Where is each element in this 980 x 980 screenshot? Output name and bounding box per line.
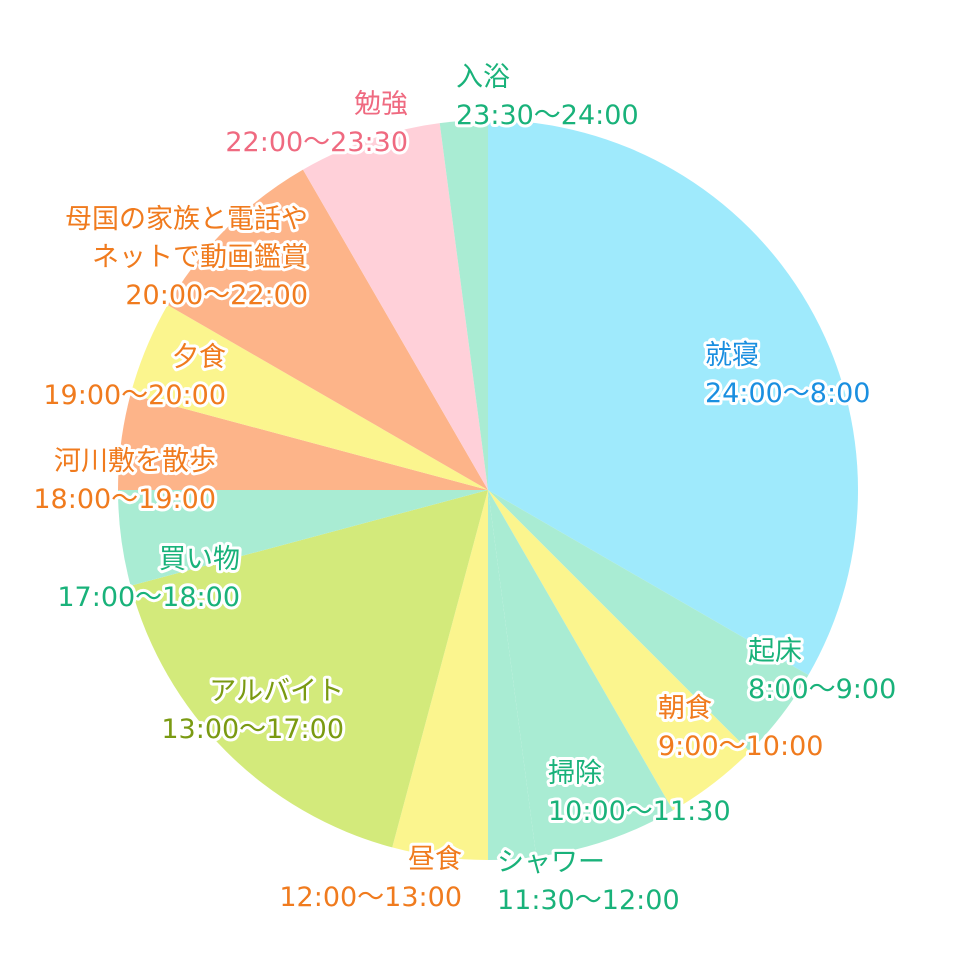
slice-name-label: 昼食 bbox=[408, 844, 462, 875]
pie-slice-12 bbox=[439, 120, 488, 490]
slice-name-label: 就寝 bbox=[705, 340, 759, 371]
slice-name-label: 起床 bbox=[748, 636, 802, 667]
slice-time-label: 9:00〜10:00 bbox=[658, 731, 823, 762]
pie-slice-7 bbox=[118, 490, 488, 586]
pie-slice-10 bbox=[167, 169, 488, 490]
slice-time-label: 24:00〜8:00 bbox=[705, 378, 870, 409]
slice-name-label: ネットで動画鑑賞 bbox=[92, 242, 308, 273]
slice-name-label: 掃除 bbox=[548, 758, 602, 789]
slice-name-label: 河川敷を散歩 bbox=[54, 446, 216, 477]
slice-name-label: 夕食 bbox=[172, 342, 226, 373]
pie-slices bbox=[118, 120, 859, 860]
slice-name-label: 母国の家族と電話や bbox=[65, 204, 308, 235]
pie-slice-3 bbox=[488, 490, 673, 857]
slice-time-label: 13:00〜17:00 bbox=[161, 714, 344, 745]
slice-label-4: シャワー 11:30〜12:00 bbox=[497, 847, 680, 916]
pie-slice-5 bbox=[392, 490, 488, 860]
slice-time-label: 18:00〜19:00 bbox=[33, 484, 216, 515]
slice-label-3: 掃除 10:00〜11:30 bbox=[548, 758, 731, 827]
slice-label-1: 起床 8:00〜9:00 bbox=[748, 636, 896, 705]
slice-label-6: アルバイト 13:00〜17:00 bbox=[161, 676, 344, 745]
slice-name-label: 買い物 bbox=[159, 544, 240, 575]
slice-name-label: 朝食 bbox=[658, 693, 712, 724]
slice-label-9: 夕食 19:00〜20:00 bbox=[43, 342, 226, 411]
slice-time-label: 11:30〜12:00 bbox=[497, 885, 680, 916]
pie-slice-11 bbox=[303, 123, 488, 491]
slice-time-label: 20:00〜22:00 bbox=[125, 280, 308, 311]
slice-label-5: 昼食 12:00〜13:00 bbox=[279, 844, 462, 913]
pie-slice-8 bbox=[118, 394, 488, 490]
slice-label-7: 買い物 17:00〜18:00 bbox=[57, 544, 240, 613]
pie-slice-0 bbox=[488, 120, 859, 675]
pie-slice-1 bbox=[488, 490, 809, 752]
pie-slice-2 bbox=[488, 490, 750, 811]
slice-time-label: 8:00〜9:00 bbox=[748, 674, 896, 705]
pie-slice-6 bbox=[130, 490, 489, 848]
slice-label-10: 母国の家族と電話やネットで動画鑑賞 20:00〜22:00 bbox=[65, 204, 308, 311]
slice-time-label: 17:00〜18:00 bbox=[57, 582, 240, 613]
slice-label-11: 勉強 22:00〜23:30 bbox=[225, 89, 408, 158]
slice-time-label: 22:00〜23:30 bbox=[225, 127, 408, 158]
slice-time-label: 19:00〜20:00 bbox=[43, 380, 226, 411]
slice-time-label: 23:30〜24:00 bbox=[456, 100, 639, 131]
pie-slice-4 bbox=[488, 490, 537, 860]
slice-name-label: アルバイト bbox=[209, 676, 344, 707]
slice-name-label: 入浴 bbox=[456, 62, 510, 93]
slice-name-label: 勉強 bbox=[354, 89, 408, 120]
slice-label-0: 就寝 24:00〜8:00 bbox=[705, 340, 870, 409]
slice-time-label: 12:00〜13:00 bbox=[279, 882, 462, 913]
slice-label-8: 河川敷を散歩 18:00〜19:00 bbox=[33, 446, 216, 515]
slice-time-label: 10:00〜11:30 bbox=[548, 796, 731, 827]
pie-slice-9 bbox=[130, 305, 489, 490]
slice-label-2: 朝食 9:00〜10:00 bbox=[658, 693, 823, 762]
slice-name-label: シャワー bbox=[497, 847, 605, 878]
slice-label-12: 入浴 23:30〜24:00 bbox=[456, 62, 639, 131]
pie-labels: 就寝 24:00〜8:00 起床 8:00〜9:00 朝食 9:00〜10:00 掃除 10:… bbox=[30, 59, 899, 919]
